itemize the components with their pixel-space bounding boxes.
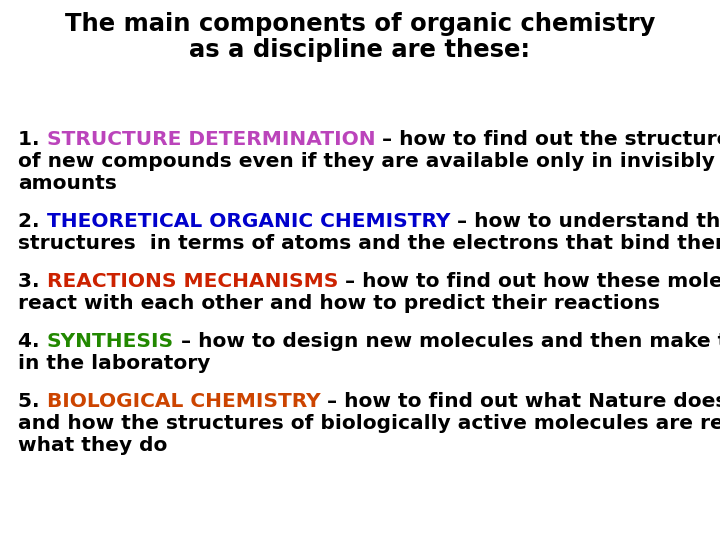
Text: – how to understand those: – how to understand those xyxy=(450,212,720,231)
Text: what they do: what they do xyxy=(18,436,167,455)
Text: of new compounds even if they are available only in invisibly small: of new compounds even if they are availa… xyxy=(18,152,720,171)
Text: amounts: amounts xyxy=(18,174,117,193)
Text: as a discipline are these:: as a discipline are these: xyxy=(189,38,531,62)
Text: – how to design new molecules and then make them: – how to design new molecules and then m… xyxy=(174,332,720,351)
Text: structures  in terms of atoms and the electrons that bind them together: structures in terms of atoms and the ele… xyxy=(18,234,720,253)
Text: THEORETICAL ORGANIC CHEMISTRY: THEORETICAL ORGANIC CHEMISTRY xyxy=(47,212,450,231)
Text: BIOLOGICAL CHEMISTRY: BIOLOGICAL CHEMISTRY xyxy=(47,392,320,411)
Text: – how to find out what Nature does: – how to find out what Nature does xyxy=(320,392,720,411)
Text: – how to find out the structures: – how to find out the structures xyxy=(375,130,720,149)
Text: 3.: 3. xyxy=(18,272,47,291)
Text: and how the structures of biologically active molecules are related to: and how the structures of biologically a… xyxy=(18,414,720,433)
Text: 1.: 1. xyxy=(18,130,47,149)
Text: in the laboratory: in the laboratory xyxy=(18,354,210,373)
Text: The main components of organic chemistry: The main components of organic chemistry xyxy=(65,12,655,36)
Text: 5.: 5. xyxy=(18,392,47,411)
Text: react with each other and how to predict their reactions: react with each other and how to predict… xyxy=(18,294,660,313)
Text: STRUCTURE DETERMINATION: STRUCTURE DETERMINATION xyxy=(47,130,375,149)
Text: 4.: 4. xyxy=(18,332,47,351)
Text: 2.: 2. xyxy=(18,212,47,231)
Text: – how to find out how these molecules: – how to find out how these molecules xyxy=(338,272,720,291)
Text: REACTIONS MECHANISMS: REACTIONS MECHANISMS xyxy=(47,272,338,291)
Text: SYNTHESIS: SYNTHESIS xyxy=(47,332,174,351)
